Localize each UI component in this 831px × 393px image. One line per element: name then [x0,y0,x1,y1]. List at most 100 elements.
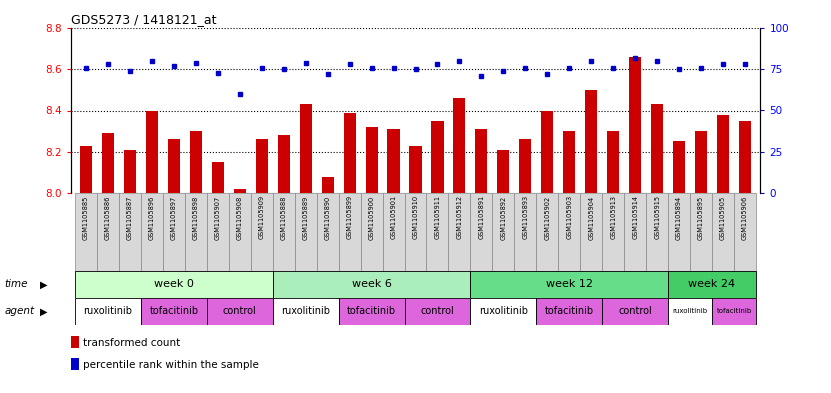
Text: GSM1105886: GSM1105886 [105,195,111,240]
Bar [387,129,400,193]
Text: week 6: week 6 [352,279,391,290]
Bar [475,129,488,193]
Text: GSM1105910: GSM1105910 [412,195,419,239]
Bar [690,193,712,271]
Text: GSM1105890: GSM1105890 [325,195,331,240]
Text: agent: agent [4,307,34,316]
Text: GSM1105897: GSM1105897 [171,195,177,240]
Text: GSM1105895: GSM1105895 [698,195,704,240]
Bar [673,141,685,193]
Bar [80,145,92,193]
Text: week 24: week 24 [688,279,735,290]
Text: GSM1105893: GSM1105893 [523,195,529,239]
Bar [647,193,668,271]
Text: control: control [420,307,455,316]
Bar [322,176,334,193]
Bar [651,104,663,193]
Bar [519,140,531,193]
Bar [71,336,79,348]
Bar [338,193,361,271]
Text: tofacitinib: tofacitinib [150,307,199,316]
Bar [234,189,246,193]
Bar [256,140,268,193]
Text: ruxolitinib: ruxolitinib [479,307,528,316]
Bar [168,140,180,193]
Bar [343,112,356,193]
Bar [602,193,624,271]
Bar [382,193,405,271]
Bar [624,193,647,271]
Bar [119,193,141,271]
Bar [536,298,602,325]
Text: GSM1105887: GSM1105887 [127,195,133,240]
Text: GSM1105892: GSM1105892 [500,195,506,240]
Text: GSM1105889: GSM1105889 [302,195,308,240]
Bar [497,150,509,193]
Bar [541,110,553,193]
Bar [536,193,558,271]
Bar [251,193,273,271]
Text: GSM1105907: GSM1105907 [214,195,221,240]
Text: tofacitinib: tofacitinib [716,309,751,314]
Bar [184,193,207,271]
Bar [470,298,536,325]
Text: GSM1105915: GSM1105915 [654,195,660,239]
Bar [207,193,229,271]
Bar [207,298,273,325]
Bar [278,135,290,193]
Bar [410,145,421,193]
Text: ruxolitinib: ruxolitinib [672,309,708,314]
Bar [317,193,338,271]
Bar [163,193,184,271]
Bar [75,298,141,325]
Bar [629,57,642,193]
Bar [405,193,426,271]
Bar [668,193,690,271]
Bar [141,298,207,325]
Bar [558,193,580,271]
Bar [361,193,382,271]
Text: GSM1105900: GSM1105900 [369,195,375,240]
Bar [124,150,136,193]
Text: GSM1105906: GSM1105906 [742,195,748,240]
Bar [97,193,119,271]
Text: percentile rank within the sample: percentile rank within the sample [83,360,258,369]
Bar [75,193,97,271]
Bar [300,104,312,193]
Bar [712,298,756,325]
Text: tofacitinib: tofacitinib [544,307,594,316]
Bar [405,298,470,325]
Text: tofacitinib: tofacitinib [347,307,396,316]
Bar [717,115,729,193]
Text: GSM1105891: GSM1105891 [479,195,484,239]
Bar [668,271,756,298]
Text: GSM1105885: GSM1105885 [83,195,89,240]
Bar [426,193,449,271]
Bar [585,90,597,193]
Text: control: control [223,307,257,316]
Bar [668,298,712,325]
Bar [602,298,668,325]
Bar [493,193,514,271]
Bar [189,131,202,193]
Text: GSM1105902: GSM1105902 [544,195,550,240]
Bar [212,162,224,193]
Bar [273,298,338,325]
Bar [712,193,734,271]
Bar [273,271,470,298]
Bar [607,131,619,193]
Text: GSM1105903: GSM1105903 [566,195,573,239]
Text: GSM1105912: GSM1105912 [456,195,462,239]
Bar [338,298,405,325]
Text: GSM1105909: GSM1105909 [258,195,265,239]
Text: week 12: week 12 [546,279,593,290]
Bar [695,131,707,193]
Bar [71,358,79,370]
Text: ruxolitinib: ruxolitinib [281,307,330,316]
Bar [431,121,444,193]
Bar [739,121,751,193]
Bar [273,193,295,271]
Bar [734,193,756,271]
Text: GSM1105898: GSM1105898 [193,195,199,240]
Text: control: control [618,307,652,316]
